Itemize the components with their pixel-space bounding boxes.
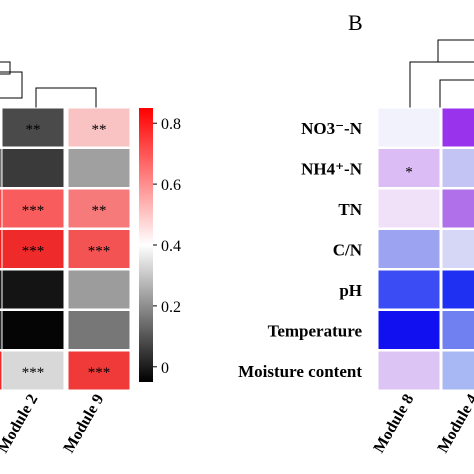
heatmap-cell <box>67 310 131 350</box>
column-label: Module 2 <box>0 392 41 456</box>
row-label: pH <box>339 281 362 300</box>
heatmap-cell <box>377 350 441 391</box>
heatmap-cell <box>67 188 131 229</box>
colorbar-tick-label: 0 <box>161 360 169 377</box>
panel-b-row-labels: NO3⁻-N NH4⁺-N TN C/N pH Temperature Moisture c… <box>238 119 363 381</box>
heatmap-cell <box>441 107 474 148</box>
heatmap-cell <box>67 107 131 148</box>
colorbar-tick-label: 0.8 <box>161 116 181 133</box>
heatmap-cell <box>1 310 65 350</box>
heatmap-cell <box>441 269 474 310</box>
significance-label: * <box>405 165 413 181</box>
heatmap-cell <box>377 148 441 188</box>
heatmap-cell <box>441 188 474 229</box>
panel-a-column-labels: Module 2 Module 9 <box>0 392 107 456</box>
row-label: Temperature <box>268 322 363 341</box>
heatmap-cell <box>377 229 441 269</box>
colorbar-tick-label: 0.4 <box>161 238 181 255</box>
heatmap-cell <box>1 350 65 391</box>
significance-label: *** <box>22 365 45 381</box>
significance-label: ** <box>26 122 41 138</box>
heatmap-cell <box>67 148 131 188</box>
significance-label: *** <box>88 365 111 381</box>
colorbar-tick-label: 0.6 <box>161 177 181 194</box>
heatmap-cell <box>1 148 65 188</box>
panel-b-label: B <box>348 10 363 35</box>
row-label: TN <box>338 200 362 219</box>
significance-label: ** <box>92 122 107 138</box>
heatmap-cell <box>441 350 474 391</box>
row-label: NH4⁺-N <box>301 160 363 179</box>
panel-b-heatmap: * <box>377 107 474 391</box>
panel-a-dendrogram <box>0 61 97 108</box>
heatmap-cell <box>441 229 474 269</box>
heatmap-cell <box>1 107 65 148</box>
column-label: Module 4 <box>435 392 474 456</box>
heatmap-cell <box>377 310 441 350</box>
row-label: Moisture content <box>238 362 362 381</box>
heatmap-cell <box>67 269 131 310</box>
heatmap-cell <box>67 229 131 269</box>
panel-a-heatmap: ** ***** ***** ****** *** <box>0 107 131 391</box>
column-label: Module 9 <box>61 392 108 456</box>
significance-label: *** <box>88 244 111 260</box>
column-label: Module 8 <box>371 392 418 456</box>
panel-b-column-labels: Module 8 Module 4 <box>371 392 474 456</box>
significance-label: ** <box>92 203 107 219</box>
heatmap-cell <box>377 269 441 310</box>
colorbar: 0 0.2 0.4 0.6 0.8 <box>139 108 181 382</box>
heatmap-cell <box>377 107 441 148</box>
row-label: C/N <box>333 241 363 260</box>
panel-b-dendrogram <box>409 39 474 108</box>
significance-label: *** <box>22 244 45 260</box>
heatmap-cell <box>1 188 65 229</box>
colorbar-gradient <box>139 108 153 382</box>
significance-label: *** <box>22 203 45 219</box>
row-label: NO3⁻-N <box>301 119 363 138</box>
heatmap-cell <box>441 148 474 188</box>
colorbar-tick-label: 0.2 <box>161 299 181 316</box>
heatmap-cell <box>441 310 474 350</box>
heatmap-cell <box>67 350 131 391</box>
heatmap-cell <box>1 229 65 269</box>
heatmap-cell <box>1 269 65 310</box>
heatmap-cell <box>377 188 441 229</box>
